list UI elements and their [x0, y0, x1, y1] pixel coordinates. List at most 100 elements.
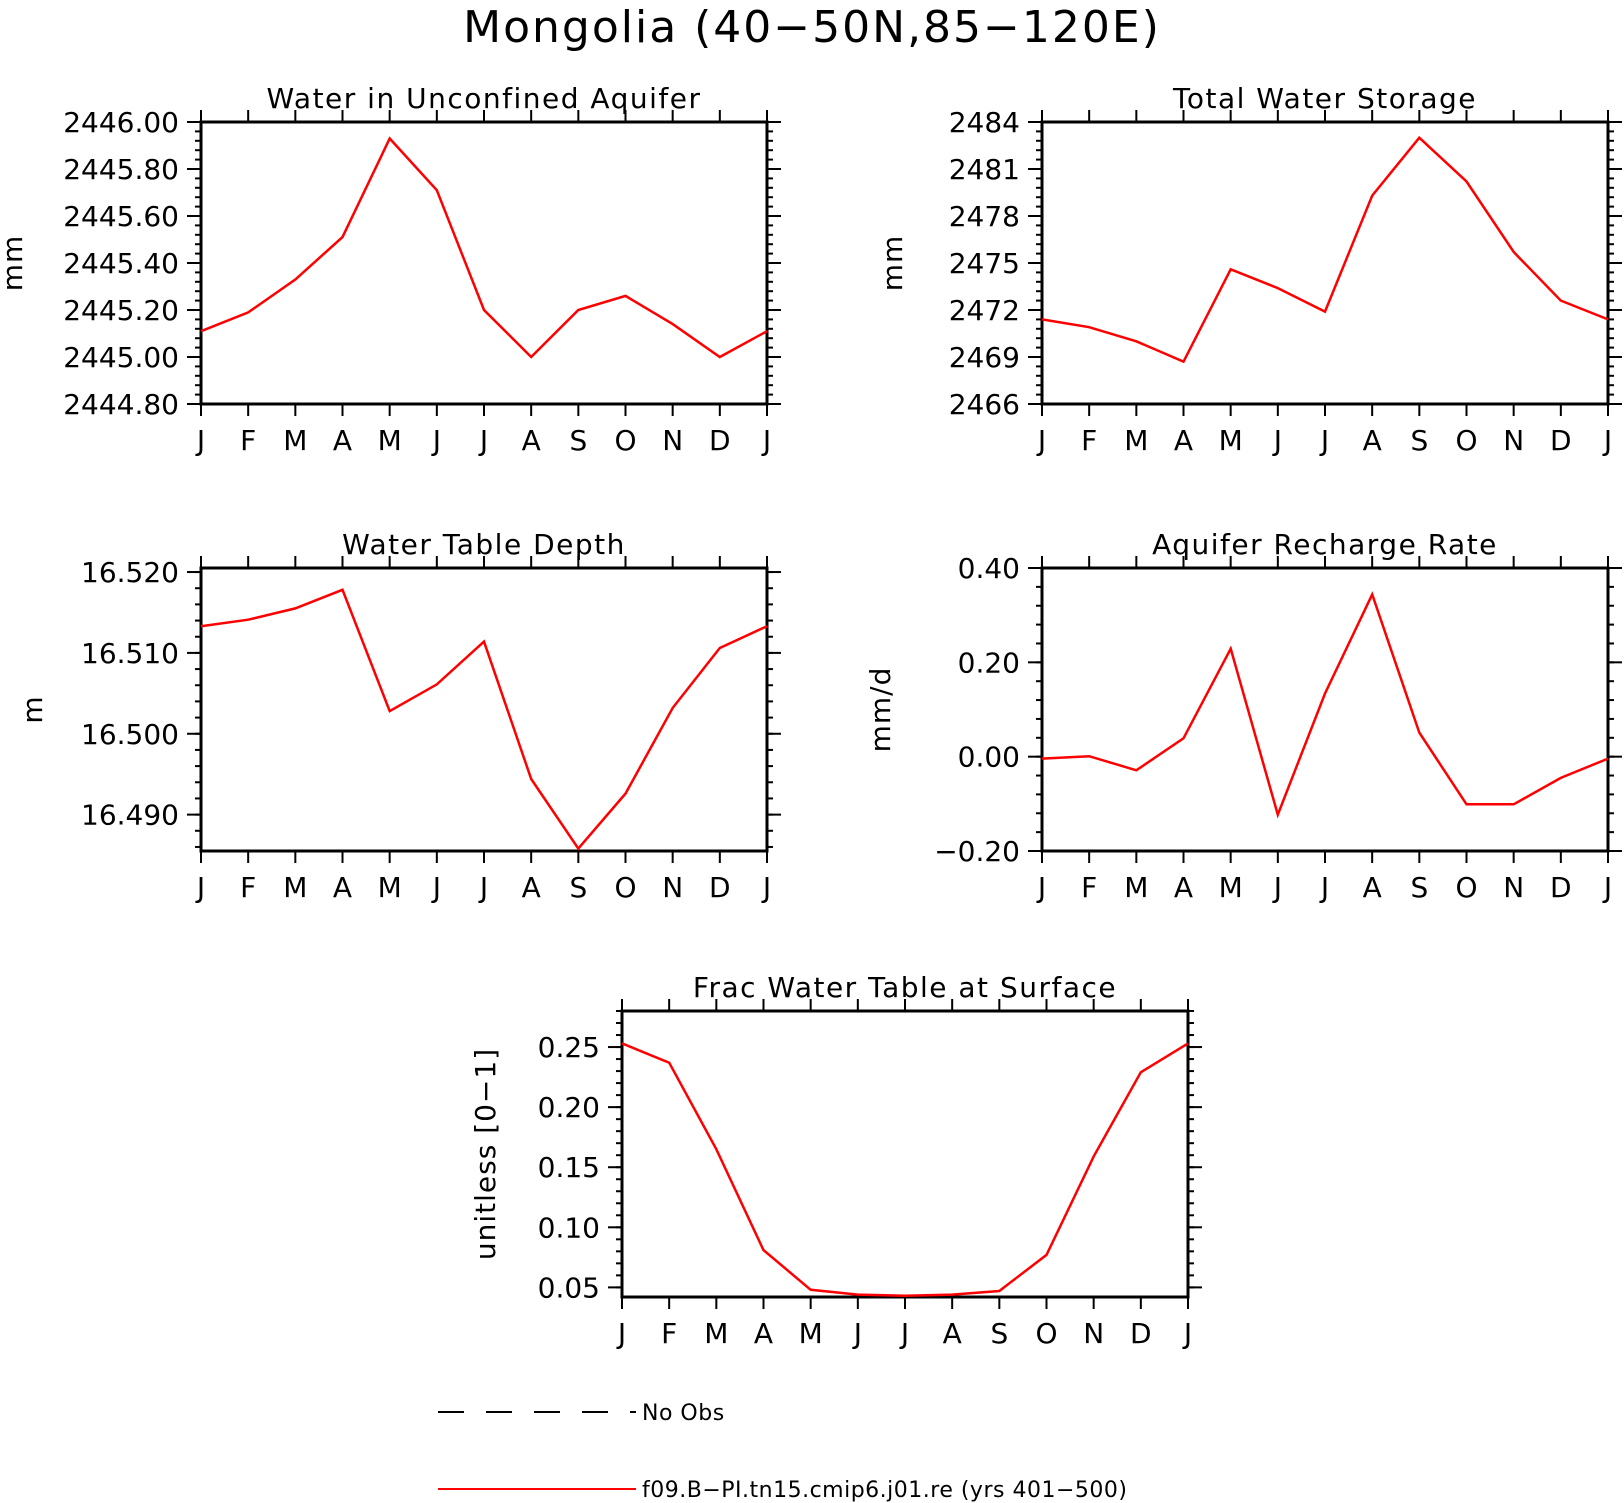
panel5-x-tick-label: F [661, 1317, 677, 1350]
panel5-x-tick-label: A [754, 1317, 773, 1350]
panel4-y-axis-label: mm/d [864, 667, 897, 753]
panel2-x-tick-label: J [1602, 424, 1612, 457]
panel4-x-tick-label: J [1602, 871, 1612, 904]
panel4-y-tick-label: 0.00 [958, 741, 1020, 774]
panel2-x-tick-label: J [1272, 424, 1282, 457]
panel1-x-tick-label: M [378, 424, 402, 457]
panel4-series-line [1041, 591, 1609, 819]
legend-model-label: f09.B−PI.tn15.cmip6.j01.re (yrs 401−500) [642, 1478, 1127, 1503]
panel4-x-tick-label: M [1219, 871, 1243, 904]
panel1-y-tick-label: 2445.20 [63, 294, 179, 327]
panel1-y-tick-label: 2444.80 [63, 388, 179, 421]
figure-title: Mongolia (40−50N,85−120E) [463, 2, 1161, 53]
panel5-x-tick-label: J [1182, 1317, 1192, 1350]
panel2-y-tick-label: 2478 [949, 200, 1020, 233]
panel2-y-tick-label: 2472 [949, 294, 1020, 327]
panel4-x-tick-label: M [1124, 871, 1148, 904]
panel2-x-tick-label: S [1410, 424, 1428, 457]
panel5-y-axis-label: unitless [0−1] [469, 1048, 502, 1260]
panel5-x-tick-label: O [1035, 1317, 1057, 1350]
panel2-y-tick-label: 2466 [949, 388, 1020, 421]
panel3-x-tick-label: O [614, 871, 636, 904]
panel5-y-tick-label: 0.10 [538, 1211, 600, 1244]
panel5-series-line [621, 1042, 1189, 1298]
panel2-x-tick-label: J [1319, 424, 1329, 457]
panel2-y-tick-label: 2484 [949, 106, 1020, 139]
panel4-frame [1040, 566, 1610, 853]
panel4-title: Aquifer Recharge Rate [1152, 528, 1498, 561]
panel4-x-tick-label: J [1036, 871, 1046, 904]
panel3-x-tick-label: S [569, 871, 587, 904]
panel5-x-tick-label: M [704, 1317, 728, 1350]
panel5-x-tick-label: N [1083, 1317, 1104, 1350]
panel4-x-tick-label: J [1319, 871, 1329, 904]
panel4-x-tick-label: J [1272, 871, 1282, 904]
panel1-x-tick-label: A [333, 424, 352, 457]
legend-no-obs-label: No Obs [642, 1401, 725, 1426]
panel1-y-tick-label: 2445.40 [63, 247, 179, 280]
panel5-frame [620, 1009, 1190, 1299]
panel1-title: Water in Unconfined Aquifer [267, 82, 702, 115]
panel1-y-tick-label: 2446.00 [63, 106, 179, 139]
panel1-x-tick-label: J [478, 424, 488, 457]
panel4-x-tick-label: N [1503, 871, 1524, 904]
panel2-y-tick-label: 2469 [949, 341, 1020, 374]
panel2-x-tick-label: J [1036, 424, 1046, 457]
panel5-y-tick-label: 0.25 [538, 1031, 600, 1064]
panel5-title: Frac Water Table at Surface [693, 971, 1117, 1004]
panel1-x-tick-label: O [614, 424, 636, 457]
panel5-y-tick-label: 0.05 [538, 1271, 600, 1304]
panel2-y-tick-label: 2475 [949, 247, 1020, 280]
panel2-y-tick-label: 2481 [949, 153, 1020, 186]
panel5-x-tick-label: J [616, 1317, 626, 1350]
panel5-x-tick-label: S [990, 1317, 1008, 1350]
panel1-x-tick-label: S [569, 424, 587, 457]
panel1-y-tick-label: 2445.00 [63, 341, 179, 374]
panel3-x-tick-label: J [761, 871, 771, 904]
panel5-x-tick-label: J [899, 1317, 909, 1350]
panel3-x-tick-label: J [478, 871, 488, 904]
panel2-x-tick-label: M [1124, 424, 1148, 457]
panel3-x-tick-label: M [378, 871, 402, 904]
panel4-x-tick-label: D [1550, 871, 1572, 904]
panel5-x-tick-label: J [852, 1317, 862, 1350]
panel5-y-tick-label: 0.15 [538, 1151, 600, 1184]
panel3-x-tick-label: F [240, 871, 256, 904]
panel2-x-tick-label: A [1174, 424, 1193, 457]
panel2-x-tick-label: O [1455, 424, 1477, 457]
panel3-x-tick-label: D [709, 871, 731, 904]
panel1-x-tick-label: N [662, 424, 683, 457]
panel1-x-tick-label: J [431, 424, 441, 457]
panel5-x-tick-label: A [943, 1317, 962, 1350]
panel3-x-tick-label: M [283, 871, 307, 904]
panel4-x-tick-label: O [1455, 871, 1477, 904]
panel2-x-tick-label: D [1550, 424, 1572, 457]
panel3-y-tick-label: 16.510 [81, 637, 179, 670]
panel1-x-tick-label: A [522, 424, 541, 457]
panel1-x-tick-label: F [240, 424, 256, 457]
panel4-y-tick-label: 0.20 [958, 646, 1020, 679]
panel3-y-tick-label: 16.500 [81, 718, 179, 751]
panel1-x-tick-label: M [283, 424, 307, 457]
legend: No Obs f09.B−PI.tn15.cmip6.j01.re (yrs 4… [438, 1401, 1127, 1503]
panel3-series-line [200, 588, 768, 851]
panel1-frame [199, 120, 769, 406]
panel3-x-tick-label: A [522, 871, 541, 904]
panel2-x-tick-label: N [1503, 424, 1524, 457]
panel2-x-tick-label: F [1081, 424, 1097, 457]
panel1-y-axis-label: mm [0, 235, 29, 292]
panel4-y-tick-label: 0.40 [958, 552, 1020, 585]
panel5-x-tick-label: D [1130, 1317, 1152, 1350]
panel2-y-axis-label: mm [876, 235, 909, 292]
panel2-series-line [1041, 135, 1609, 364]
panel3-x-tick-label: N [662, 871, 683, 904]
panel3-title: Water Table Depth [342, 528, 626, 561]
panel3-x-tick-label: J [431, 871, 441, 904]
panel4-x-tick-label: A [1174, 871, 1193, 904]
panel4-x-tick-label: S [1410, 871, 1428, 904]
